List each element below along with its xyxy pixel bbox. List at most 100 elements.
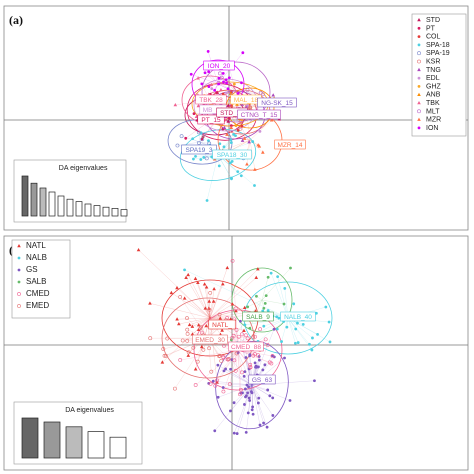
star-segment — [287, 317, 313, 339]
star-segment — [209, 310, 237, 319]
data-point — [264, 294, 268, 298]
data-point — [313, 379, 316, 383]
legend-marker — [417, 51, 421, 56]
panel-b-points — [136, 248, 332, 435]
data-point — [216, 363, 220, 367]
data-point — [242, 305, 247, 310]
data-point — [234, 351, 239, 356]
data-point — [258, 423, 262, 427]
centroid-label-box — [242, 311, 274, 322]
centroid-label: ION_20 — [208, 63, 231, 70]
star-segment — [237, 349, 241, 390]
data-point — [251, 412, 255, 416]
data-point — [253, 334, 257, 339]
data-point — [202, 282, 207, 286]
star-segment — [138, 249, 211, 319]
data-point — [201, 132, 206, 137]
centroid-label: NALB_40 — [284, 314, 312, 321]
star-segment — [209, 301, 214, 319]
data-point — [200, 82, 204, 86]
data-point — [257, 365, 260, 369]
star-segment — [235, 91, 261, 93]
data-point — [213, 429, 217, 433]
centroid-label: PT_15 — [201, 117, 221, 124]
star-segment — [204, 284, 211, 319]
star-segment — [251, 384, 273, 416]
data-point — [221, 386, 225, 389]
centroid-label-box — [197, 114, 225, 125]
data-point — [256, 353, 261, 358]
data-point — [247, 396, 251, 400]
data-point — [245, 88, 250, 92]
data-point — [204, 156, 209, 161]
data-point — [218, 316, 223, 320]
data-point — [288, 399, 292, 402]
legend-entry: MLT — [426, 108, 440, 115]
data-point — [182, 296, 187, 300]
star-segment — [235, 91, 263, 95]
data-point — [191, 137, 195, 141]
data-point — [225, 265, 230, 270]
panel-b-legend-box — [11, 239, 71, 319]
star-segment — [287, 317, 296, 344]
data-point — [272, 355, 276, 359]
data-point — [234, 124, 238, 128]
data-point — [178, 295, 183, 299]
data-point — [311, 336, 314, 340]
eigenvalue-bar — [39, 187, 47, 217]
data-point — [255, 294, 258, 298]
data-point — [242, 374, 246, 378]
data-point — [258, 90, 263, 95]
star-segment — [237, 349, 251, 365]
legend-marker — [417, 109, 421, 114]
data-point — [243, 323, 247, 327]
data-point — [184, 275, 188, 279]
star-segment — [181, 136, 201, 143]
data-point — [162, 353, 167, 358]
data-point — [196, 327, 201, 331]
centroid-label: CTNG_T_15 — [241, 112, 278, 119]
data-point — [266, 275, 270, 279]
data-point — [218, 71, 222, 76]
data-point — [233, 368, 238, 373]
data-point — [294, 341, 297, 345]
legend-marker — [17, 292, 21, 296]
data-point — [258, 327, 263, 332]
centroid-label: CMED_88 — [231, 344, 261, 351]
data-point — [240, 81, 243, 85]
star-segment — [251, 384, 291, 401]
data-point — [289, 266, 292, 270]
data-point — [235, 432, 239, 435]
centroid-label-box — [274, 139, 306, 150]
data-point — [236, 170, 240, 174]
data-point — [253, 167, 257, 171]
data-point — [247, 385, 250, 389]
data-point — [229, 367, 232, 371]
legend-entry: TBK — [426, 100, 440, 107]
centroid-label: NATL_ — [212, 322, 232, 329]
legend-marker — [17, 280, 21, 284]
data-point — [242, 136, 247, 140]
star-segment — [222, 139, 251, 151]
data-point — [242, 328, 246, 332]
data-point — [247, 140, 251, 144]
data-point — [236, 334, 241, 339]
data-point — [196, 280, 200, 285]
data-point — [245, 162, 249, 166]
data-point — [253, 361, 257, 365]
data-point — [190, 324, 195, 328]
data-point — [215, 378, 219, 383]
legend-entry: SALB — [26, 277, 46, 286]
data-point — [234, 134, 237, 137]
data-point — [226, 87, 230, 91]
data-point — [221, 71, 225, 75]
data-point — [244, 387, 247, 391]
centroid-label: STD_14 — [220, 110, 244, 117]
data-point — [257, 396, 261, 400]
data-point — [185, 331, 190, 336]
legend-entry: KSR — [426, 59, 440, 66]
data-point — [253, 309, 258, 313]
legend-entry: CMED — [26, 289, 50, 298]
data-point — [226, 357, 230, 362]
legend-marker — [417, 67, 421, 72]
